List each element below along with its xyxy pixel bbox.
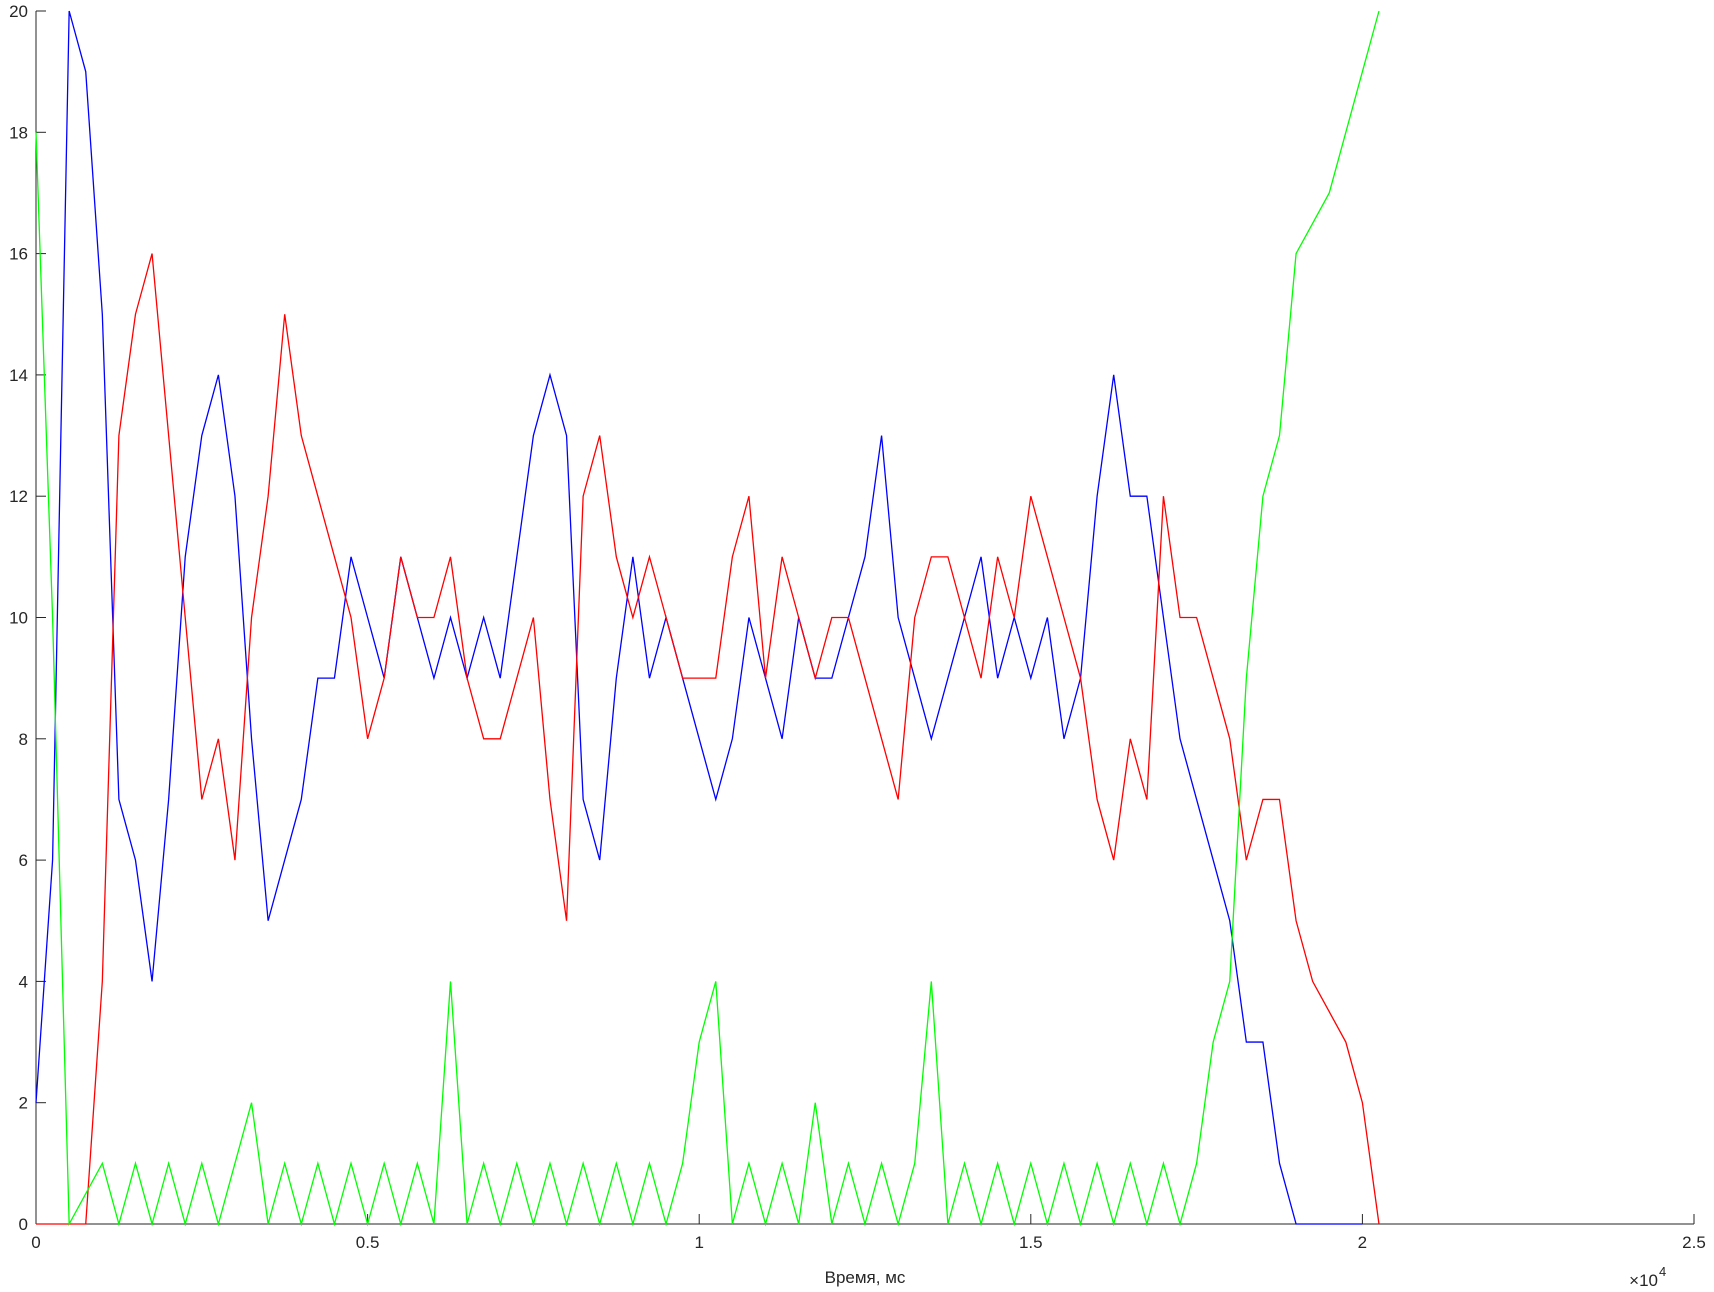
y-tick-label: 18 (9, 123, 28, 142)
series-line (36, 253, 1380, 1225)
y-tick-label: 2 (19, 1094, 28, 1113)
x-tick-label: 0.5 (356, 1233, 380, 1252)
x-tick-label: 1 (694, 1233, 703, 1252)
y-tick-label: 8 (19, 730, 28, 749)
y-tick-label: 14 (9, 366, 28, 385)
series-line (35, 10, 1380, 1227)
x-tick-label: 1.5 (1019, 1233, 1043, 1252)
y-tick-label: 20 (9, 2, 28, 21)
y-tick-label: 0 (19, 1215, 28, 1234)
x-tick-label: 0 (31, 1233, 40, 1252)
y-tick-label: 6 (19, 851, 28, 870)
x-axis-label: Время, мс (825, 1268, 906, 1287)
y-tick-label: 16 (9, 245, 28, 264)
x-multiplier-power: 4 (1659, 1264, 1666, 1279)
series-line (35, 10, 1363, 1225)
x-tick-label: 2 (1358, 1233, 1367, 1252)
y-tick-label: 12 (9, 487, 28, 506)
y-tick-label: 10 (9, 609, 28, 628)
y-tick-label: 4 (19, 972, 28, 991)
x-multiplier-base: ×10 (1629, 1271, 1658, 1290)
x-tick-label: 2.5 (1682, 1233, 1706, 1252)
